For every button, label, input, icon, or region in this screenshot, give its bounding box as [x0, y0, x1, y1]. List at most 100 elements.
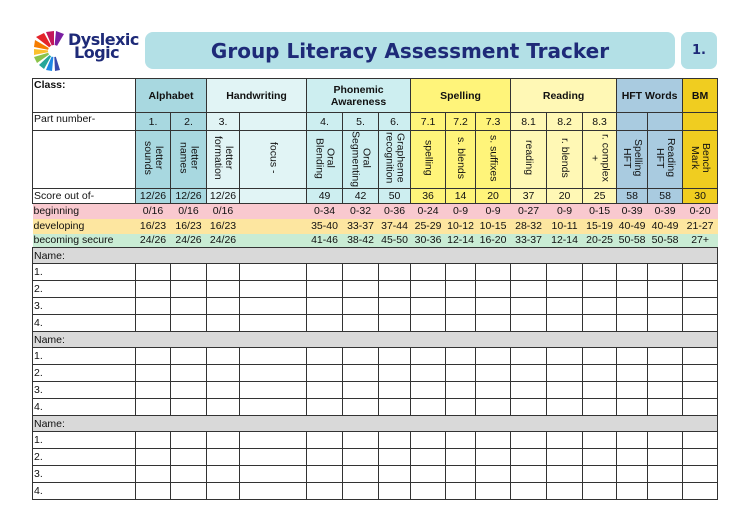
score-entry-cell[interactable]	[616, 448, 649, 466]
score-entry-cell[interactable]	[445, 347, 477, 365]
score-entry-cell[interactable]	[306, 364, 344, 382]
score-entry-cell[interactable]	[239, 364, 308, 382]
score-entry-cell[interactable]	[410, 431, 447, 449]
score-entry-cell[interactable]	[306, 347, 344, 365]
score-entry-cell[interactable]	[582, 465, 618, 483]
score-entry-cell[interactable]	[206, 482, 241, 500]
score-entry-cell[interactable]	[475, 398, 512, 416]
score-entry-cell[interactable]	[410, 465, 447, 483]
score-entry-cell[interactable]	[475, 482, 512, 500]
score-entry-cell[interactable]	[206, 398, 241, 416]
score-entry-cell[interactable]	[510, 280, 548, 298]
name-label[interactable]: Name:	[31, 247, 719, 264]
score-entry-cell[interactable]	[475, 448, 512, 466]
score-entry-cell[interactable]	[647, 398, 684, 416]
score-entry-cell[interactable]	[682, 314, 719, 332]
score-entry-cell[interactable]	[682, 347, 719, 365]
score-entry-cell[interactable]	[306, 465, 344, 483]
score-entry-cell[interactable]	[239, 465, 308, 483]
score-entry-cell[interactable]	[546, 280, 584, 298]
score-entry-cell[interactable]	[616, 465, 649, 483]
score-entry-cell[interactable]	[135, 482, 171, 500]
score-entry-cell[interactable]	[206, 280, 241, 298]
score-entry-cell[interactable]	[582, 263, 618, 281]
score-entry-cell[interactable]	[616, 314, 649, 332]
score-entry-cell[interactable]	[510, 347, 548, 365]
score-entry-cell[interactable]	[475, 314, 512, 332]
score-entry-cell[interactable]	[445, 381, 477, 399]
score-entry-cell[interactable]	[616, 347, 649, 365]
score-entry-cell[interactable]	[342, 364, 380, 382]
score-entry-cell[interactable]	[510, 448, 548, 466]
score-entry-cell[interactable]	[378, 280, 412, 298]
score-entry-cell[interactable]	[342, 398, 380, 416]
score-entry-cell[interactable]	[445, 448, 477, 466]
score-entry-cell[interactable]	[342, 465, 380, 483]
score-entry-cell[interactable]	[306, 448, 344, 466]
score-entry-cell[interactable]	[135, 297, 171, 315]
score-entry-cell[interactable]	[582, 431, 618, 449]
score-entry-cell[interactable]	[546, 465, 584, 483]
score-entry-cell[interactable]	[342, 314, 380, 332]
score-entry-cell[interactable]	[342, 431, 380, 449]
score-entry-cell[interactable]	[582, 364, 618, 382]
score-entry-cell[interactable]	[475, 280, 512, 298]
name-label[interactable]: Name:	[31, 415, 719, 432]
score-entry-cell[interactable]	[206, 297, 241, 315]
score-entry-cell[interactable]	[475, 263, 512, 281]
score-entry-cell[interactable]	[682, 398, 719, 416]
score-entry-cell[interactable]	[169, 398, 208, 416]
score-entry-cell[interactable]	[682, 364, 719, 382]
score-entry-cell[interactable]	[169, 314, 208, 332]
score-entry-cell[interactable]	[616, 431, 649, 449]
score-entry-cell[interactable]	[306, 314, 344, 332]
score-entry-cell[interactable]	[475, 297, 512, 315]
score-entry-cell[interactable]	[206, 263, 241, 281]
score-entry-cell[interactable]	[647, 465, 684, 483]
score-entry-cell[interactable]	[342, 448, 380, 466]
score-entry-cell[interactable]	[582, 381, 618, 399]
score-entry-cell[interactable]	[239, 263, 308, 281]
score-entry-cell[interactable]	[378, 263, 412, 281]
score-entry-cell[interactable]	[445, 398, 477, 416]
score-entry-cell[interactable]	[306, 431, 344, 449]
score-entry-cell[interactable]	[206, 364, 241, 382]
score-entry-cell[interactable]	[546, 347, 584, 365]
score-entry-cell[interactable]	[582, 297, 618, 315]
score-entry-cell[interactable]	[682, 263, 719, 281]
score-entry-cell[interactable]	[582, 280, 618, 298]
score-entry-cell[interactable]	[546, 263, 584, 281]
score-entry-cell[interactable]	[239, 297, 308, 315]
score-entry-cell[interactable]	[239, 280, 308, 298]
score-entry-cell[interactable]	[647, 263, 684, 281]
score-entry-cell[interactable]	[582, 448, 618, 466]
score-entry-cell[interactable]	[647, 297, 684, 315]
score-entry-cell[interactable]	[342, 381, 380, 399]
score-entry-cell[interactable]	[239, 314, 308, 332]
score-entry-cell[interactable]	[647, 381, 684, 399]
score-entry-cell[interactable]	[616, 297, 649, 315]
score-entry-cell[interactable]	[445, 280, 477, 298]
score-entry-cell[interactable]	[616, 398, 649, 416]
score-entry-cell[interactable]	[169, 448, 208, 466]
score-entry-cell[interactable]	[306, 482, 344, 500]
score-entry-cell[interactable]	[342, 482, 380, 500]
score-entry-cell[interactable]	[582, 398, 618, 416]
score-entry-cell[interactable]	[239, 448, 308, 466]
score-entry-cell[interactable]	[510, 398, 548, 416]
score-entry-cell[interactable]	[135, 398, 171, 416]
score-entry-cell[interactable]	[206, 448, 241, 466]
score-entry-cell[interactable]	[475, 465, 512, 483]
score-entry-cell[interactable]	[546, 482, 584, 500]
score-entry-cell[interactable]	[239, 431, 308, 449]
score-entry-cell[interactable]	[135, 280, 171, 298]
score-entry-cell[interactable]	[206, 381, 241, 399]
score-entry-cell[interactable]	[475, 364, 512, 382]
score-entry-cell[interactable]	[169, 280, 208, 298]
score-entry-cell[interactable]	[510, 297, 548, 315]
score-entry-cell[interactable]	[306, 263, 344, 281]
score-entry-cell[interactable]	[378, 381, 412, 399]
score-entry-cell[interactable]	[206, 431, 241, 449]
score-entry-cell[interactable]	[616, 263, 649, 281]
score-entry-cell[interactable]	[445, 482, 477, 500]
